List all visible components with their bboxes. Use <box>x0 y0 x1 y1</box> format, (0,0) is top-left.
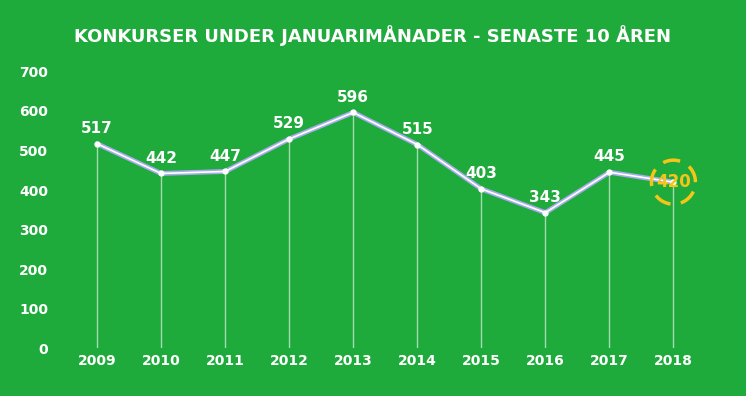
Text: 403: 403 <box>466 166 498 181</box>
Text: 596: 596 <box>337 89 369 105</box>
Text: 343: 343 <box>530 190 561 205</box>
Text: 517: 517 <box>81 121 113 136</box>
Text: 445: 445 <box>594 149 625 164</box>
Text: 529: 529 <box>273 116 305 131</box>
Text: KONKURSER UNDER JANUARIMÅNADER - SENASTE 10 ÅREN: KONKURSER UNDER JANUARIMÅNADER - SENASTE… <box>75 25 671 46</box>
Text: 515: 515 <box>401 122 433 137</box>
Text: 447: 447 <box>209 148 241 164</box>
Text: 420: 420 <box>656 173 691 191</box>
Text: 442: 442 <box>145 150 177 166</box>
